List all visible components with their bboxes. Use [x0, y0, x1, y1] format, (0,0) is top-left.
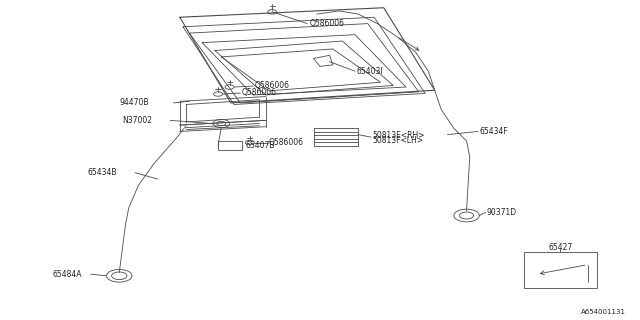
Text: Q586006: Q586006 — [242, 88, 276, 97]
Bar — [524, 252, 597, 288]
Text: 65434F: 65434F — [479, 127, 508, 136]
Text: 50813E<RH>: 50813E<RH> — [372, 131, 425, 140]
Text: N37002: N37002 — [122, 116, 152, 125]
Text: A654001131: A654001131 — [581, 308, 626, 315]
Text: 65434B: 65434B — [88, 168, 117, 177]
Text: Q586006: Q586006 — [309, 19, 344, 28]
Text: 90371D: 90371D — [487, 208, 517, 217]
Text: 50813F<LH>: 50813F<LH> — [372, 136, 423, 145]
Text: 65403I: 65403I — [356, 67, 383, 76]
Text: 65427: 65427 — [548, 243, 572, 252]
Text: Q586006: Q586006 — [269, 138, 304, 147]
Text: 65407B: 65407B — [246, 141, 275, 150]
Text: 65484A: 65484A — [52, 270, 82, 279]
Text: 94470B: 94470B — [119, 99, 148, 108]
Text: Q586006: Q586006 — [254, 81, 289, 90]
Bar — [218, 141, 243, 150]
